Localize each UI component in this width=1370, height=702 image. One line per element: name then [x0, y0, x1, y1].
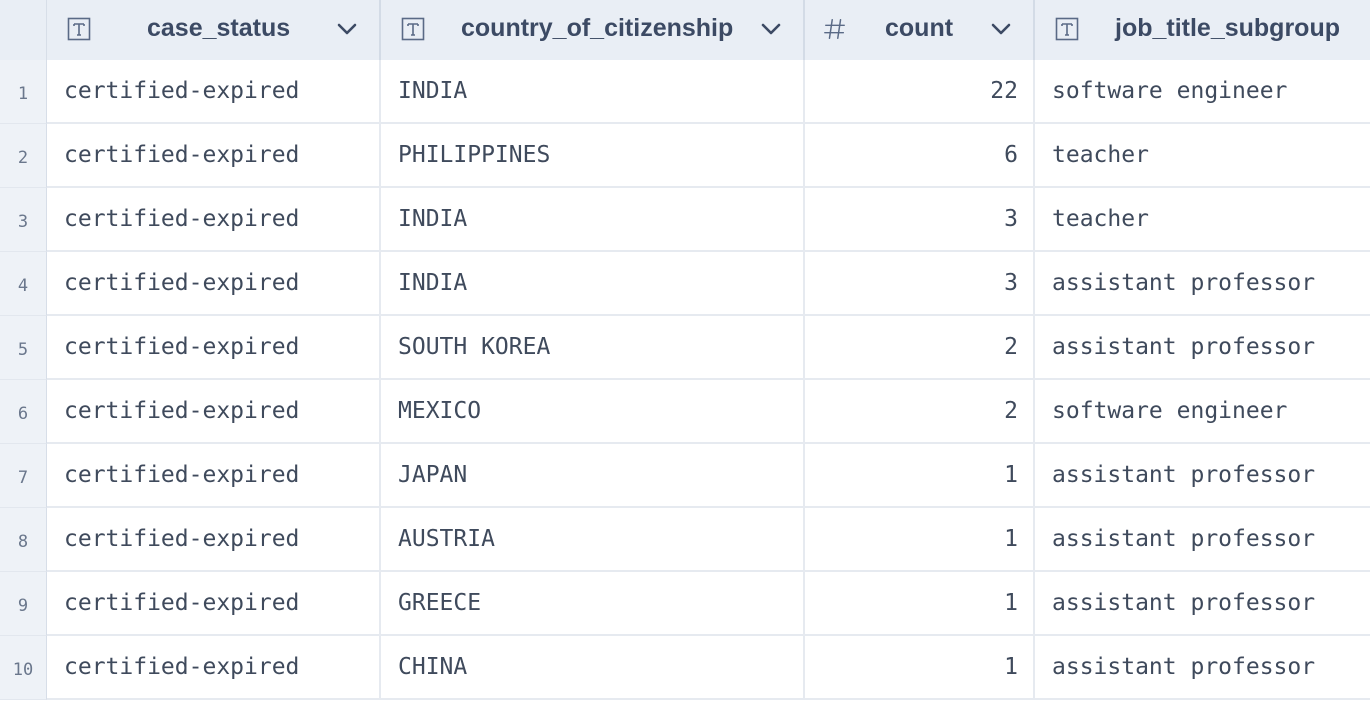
job-title-cell[interactable]: teacher [1035, 188, 1370, 252]
count-cell[interactable]: 3 [805, 188, 1035, 252]
count-cell[interactable]: 1 [805, 572, 1035, 636]
row-number: 9 [0, 572, 47, 636]
case-status-cell[interactable]: certified-expired [47, 124, 381, 188]
count-cell[interactable]: 1 [805, 508, 1035, 572]
case-status-cell[interactable]: certified-expired [47, 380, 381, 444]
count-cell[interactable]: 1 [805, 444, 1035, 508]
table-row[interactable]: 10 certified-expired CHINA 1 assistant p… [0, 636, 1370, 700]
country-cell[interactable]: GREECE [381, 572, 805, 636]
case-status-cell[interactable]: certified-expired [47, 444, 381, 508]
country-cell[interactable]: INDIA [381, 252, 805, 316]
text-type-icon [401, 17, 425, 41]
country-cell[interactable]: INDIA [381, 60, 805, 124]
column-title: count [885, 14, 954, 42]
job-title-cell[interactable]: assistant professor [1035, 444, 1370, 508]
column-header-country-of-citizenship[interactable]: country_of_citizenship [381, 0, 805, 60]
job-title-cell[interactable]: assistant professor [1035, 636, 1370, 700]
count-cell[interactable]: 22 [805, 60, 1035, 124]
count-cell[interactable]: 6 [805, 124, 1035, 188]
row-number: 4 [0, 252, 47, 316]
case-status-cell[interactable]: certified-expired [47, 572, 381, 636]
row-number: 10 [0, 636, 47, 700]
table-row[interactable]: 9 certified-expired GREECE 1 assistant p… [0, 572, 1370, 636]
table-row[interactable]: 3 certified-expired INDIA 3 teacher [0, 188, 1370, 252]
job-title-cell[interactable]: assistant professor [1035, 572, 1370, 636]
case-status-cell[interactable]: certified-expired [47, 252, 381, 316]
country-cell[interactable]: PHILIPPINES [381, 124, 805, 188]
number-type-icon [823, 17, 847, 41]
table-row[interactable]: 6 certified-expired MEXICO 2 software en… [0, 380, 1370, 444]
column-title: country_of_citizenship [461, 14, 734, 42]
count-cell[interactable]: 2 [805, 380, 1035, 444]
country-cell[interactable]: CHINA [381, 636, 805, 700]
job-title-cell[interactable]: assistant professor [1035, 252, 1370, 316]
row-number: 7 [0, 444, 47, 508]
table-row[interactable]: 7 certified-expired JAPAN 1 assistant pr… [0, 444, 1370, 508]
column-title: case_status [147, 14, 291, 42]
job-title-cell[interactable]: teacher [1035, 124, 1370, 188]
row-number: 5 [0, 316, 47, 380]
country-cell[interactable]: AUSTRIA [381, 508, 805, 572]
row-number: 2 [0, 124, 47, 188]
column-title: job_title_subgroup [1115, 14, 1340, 42]
count-cell[interactable]: 2 [805, 316, 1035, 380]
row-number: 6 [0, 380, 47, 444]
case-status-cell[interactable]: certified-expired [47, 316, 381, 380]
text-type-icon [67, 17, 91, 41]
row-number: 1 [0, 60, 47, 124]
country-cell[interactable]: JAPAN [381, 444, 805, 508]
chevron-down-icon[interactable] [335, 17, 359, 41]
chevron-down-icon[interactable] [989, 17, 1013, 41]
table-row[interactable]: 2 certified-expired PHILIPPINES 6 teache… [0, 124, 1370, 188]
count-cell[interactable]: 1 [805, 636, 1035, 700]
column-header-job-title-subgroup[interactable]: job_title_subgroup [1035, 0, 1370, 60]
count-cell[interactable]: 3 [805, 252, 1035, 316]
country-cell[interactable]: SOUTH KOREA [381, 316, 805, 380]
case-status-cell[interactable]: certified-expired [47, 636, 381, 700]
job-title-cell[interactable]: assistant professor [1035, 316, 1370, 380]
corner-cell [0, 0, 47, 60]
case-status-cell[interactable]: certified-expired [47, 508, 381, 572]
job-title-cell[interactable]: software engineer [1035, 380, 1370, 444]
table-row[interactable]: 1 certified-expired INDIA 22 software en… [0, 60, 1370, 124]
country-cell[interactable]: MEXICO [381, 380, 805, 444]
case-status-cell[interactable]: certified-expired [47, 188, 381, 252]
table-row[interactable]: 5 certified-expired SOUTH KOREA 2 assist… [0, 316, 1370, 380]
column-header-count[interactable]: count [805, 0, 1035, 60]
row-number: 3 [0, 188, 47, 252]
table-row[interactable]: 4 certified-expired INDIA 3 assistant pr… [0, 252, 1370, 316]
column-header-case-status[interactable]: case_status [47, 0, 381, 60]
table-header: case_status country_of_citizenship [0, 0, 1370, 60]
job-title-cell[interactable]: software engineer [1035, 60, 1370, 124]
chevron-down-icon[interactable] [759, 17, 783, 41]
table-row[interactable]: 8 certified-expired AUSTRIA 1 assistant … [0, 508, 1370, 572]
country-cell[interactable]: INDIA [381, 188, 805, 252]
case-status-cell[interactable]: certified-expired [47, 60, 381, 124]
text-type-icon [1055, 17, 1079, 41]
row-number: 8 [0, 508, 47, 572]
job-title-cell[interactable]: assistant professor [1035, 508, 1370, 572]
